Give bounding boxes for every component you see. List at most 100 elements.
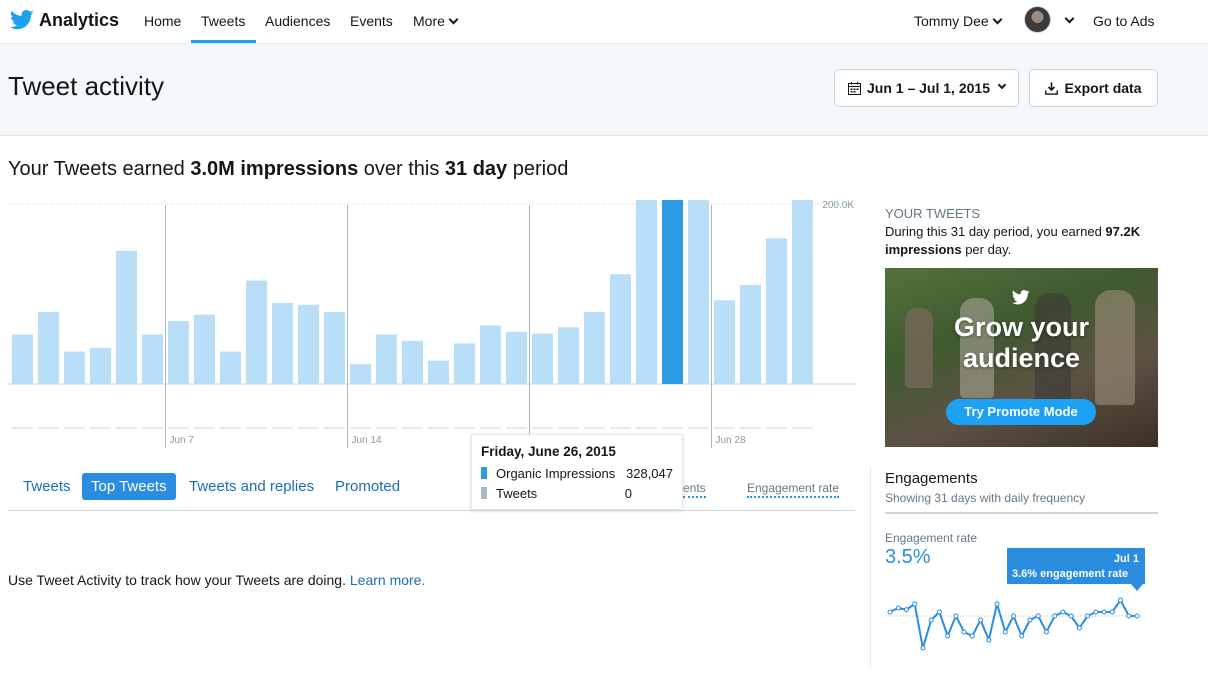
side-text-prefix: During this 31 day period, you earned [885,224,1106,239]
summary-suffix: period [507,158,569,180]
impressions-bar [376,334,397,384]
metric-engagements-link[interactable]: ents [683,481,706,498]
sparkline-point [1043,629,1049,635]
promo-headline: Grow your audience [885,312,1158,374]
impressions-bar [480,325,501,384]
download-icon [1045,82,1059,95]
sparkline-point [969,633,975,639]
sparkline-point [1076,625,1082,631]
chevron-down-icon [992,14,1003,25]
sparkline-point [1101,609,1107,615]
tab-promoted[interactable]: Promoted [335,478,401,495]
export-data-button[interactable]: Export data [1029,69,1158,107]
impressions-bar [610,274,631,384]
summary-period: 31 day [444,158,508,180]
summary-impressions: 3.0M impressions [190,158,359,180]
nav-tweets[interactable]: Tweets [201,13,246,29]
impressions-bar [220,351,241,384]
sparkline-line [889,598,1137,649]
brand-logo[interactable]: Analytics [10,9,119,31]
column-divider [870,468,871,668]
sparkline-point [986,637,992,643]
impressions-bar [454,343,475,384]
metric-engagement-rate-link[interactable]: Engagement rate [747,481,840,498]
nav-audiences[interactable]: Audiences [265,13,331,29]
sparkline-point [1002,629,1008,635]
impressions-bar [142,334,163,384]
tooltip-row-tweets: Tweets 0 [481,483,673,503]
tab-top-tweets[interactable]: Top Tweets [82,473,176,500]
sparkline-point [1118,597,1124,603]
engagement-tooltip-rate: 3.6% engagement rate [1012,568,1129,580]
engagement-tooltip: Jul 1 3.6% engagement rate [1007,548,1145,584]
impressions-bar [64,351,85,384]
tabs-divider [8,510,855,511]
tooltip-label: Organic Impressions [496,465,616,481]
impressions-bar [532,333,553,384]
page-title: Tweet activity [8,71,165,101]
engagement-sparkline[interactable] [885,590,1145,660]
nav-events[interactable]: Events [350,13,393,29]
sparkline-point [1134,613,1140,619]
try-promote-mode-button[interactable]: Try Promote Mode [946,399,1096,425]
tooltip-value: 0 [624,485,632,501]
x-tick-label: Jun 28 [716,435,746,446]
sparkline-point [1085,613,1091,619]
sparkline-point [1126,613,1132,619]
sparkline-point [945,633,951,639]
engagement-rate-label: Engagement rate [885,531,978,545]
sparkline-point [994,601,1000,607]
impressions-bar [714,300,735,384]
impressions-bar [324,312,345,384]
help-message: Use Tweet Activity to track how your Twe… [8,572,350,588]
impressions-bar [116,250,137,384]
sparkline-point [936,609,942,615]
your-tweets-label: YOUR TWEETS [885,206,981,221]
side-text-bold: 97.2K impressions [885,224,1141,257]
learn-more-link[interactable]: Learn more. [349,572,426,588]
brand-name: Analytics [39,9,120,30]
sparkline-point [961,629,967,635]
promote-mode-card[interactable]: Grow your audience Try Promote Mode [885,268,1158,447]
sparkline-point [1068,613,1074,619]
impressions-bar [168,321,189,384]
tab-tweets[interactable]: Tweets [23,478,71,495]
impressions-bar [506,331,527,384]
avatar[interactable] [1024,6,1051,33]
date-range-button[interactable]: Jun 1 – Jul 1, 2015 [834,69,1019,107]
promo-headline-line: audience [962,343,1081,373]
sparkline-point [887,609,893,615]
impressions-bar [584,312,605,384]
user-menu[interactable]: Tommy Dee [914,13,1003,29]
sparkline-point [928,617,934,623]
tooltip-value: 328,047 [626,465,673,481]
sparkline-point [912,601,918,607]
sparkline-point [920,645,926,651]
organic-swatch [481,467,487,479]
tab-tweets-and-replies[interactable]: Tweets and replies [189,478,315,495]
impressions-bar [766,238,787,384]
sparkline-point [1060,609,1066,615]
impressions-bar [12,334,33,384]
chevron-down-icon [448,14,459,25]
promo-photo-figure [905,308,933,388]
sparkline-point [953,613,959,619]
impressions-bar [662,200,683,385]
go-to-ads-link[interactable]: Go to Ads [1093,13,1155,29]
nav-more[interactable]: More [413,13,459,29]
promo-photo-figure [1095,290,1135,405]
tweets-swatch [481,487,487,499]
calendar-icon [848,81,862,95]
impressions-bar [636,200,657,384]
y-tick-label: 200.0K [822,200,854,211]
tooltip-date: Friday, June 26, 2015 [481,444,616,459]
sparkline-point [1109,609,1115,615]
engagements-subtitle: Showing 31 days with daily frequency [885,491,1086,505]
chevron-down-icon[interactable] [1064,13,1075,24]
impressions-bar [740,285,761,384]
nav-more-label: More [413,13,445,29]
impressions-bar [350,364,371,384]
nav-home[interactable]: Home [144,13,182,29]
tooltip-label: Tweets [496,485,538,501]
